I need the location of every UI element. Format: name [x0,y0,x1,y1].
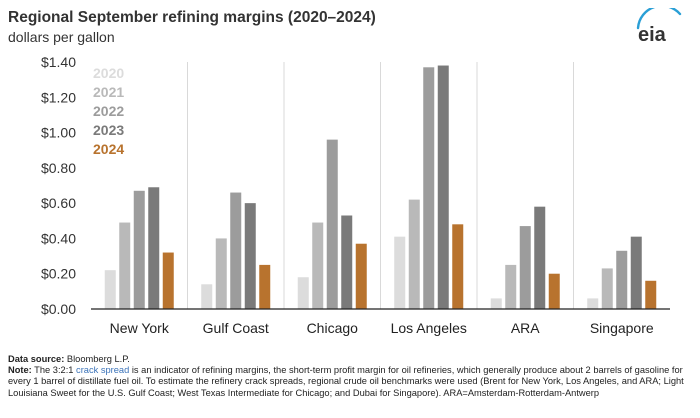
bar-2022-new-york [133,190,145,309]
bar-2023-new-york [148,187,160,309]
bar-2022-singapore [616,250,628,309]
crack-spread-link[interactable]: crack spread [76,365,130,376]
bar-2020-chicago [297,277,309,309]
bar-2022-chicago [326,139,338,309]
y-tick-label: $0.60 [41,195,76,211]
y-tick-label: $0.80 [41,160,76,176]
chart-title: Regional September refining margins (202… [8,9,376,26]
chart-subtitle: dollars per gallon [8,29,115,45]
bar-2024-chicago [355,243,367,309]
y-tick-label: $0.40 [41,230,76,246]
source-line: Data source: Bloomberg L.P. [8,354,694,365]
x-category-label: ARA [511,320,540,336]
bar-2020-gulf-coast [201,284,213,309]
y-tick-label: $0.20 [41,266,76,282]
note-line: Note: The 3:2:1 crack spread is an indic… [8,365,694,399]
bar-2022-los-angeles [423,67,435,310]
bar-2021-gulf-coast [215,238,227,309]
bar-2021-new-york [119,222,131,309]
bar-2020-singapore [587,298,599,309]
bar-2020-new-york [104,270,116,309]
bar-2020-ara [490,298,502,309]
bar-2024-singapore [645,280,657,309]
note-label: Note: [8,365,32,376]
x-category-label: New York [110,320,170,336]
y-tick-label: $1.20 [41,89,76,105]
bar-2023-singapore [630,236,642,309]
bar-2024-ara [548,273,560,309]
bar-2020-los-angeles [394,236,406,309]
bar-2023-gulf-coast [244,203,256,309]
bar-2021-los-angeles [408,199,420,309]
y-tick-label: $1.00 [41,125,76,141]
legend-item-2021: 2021 [93,84,124,100]
bar-2021-chicago [312,222,324,309]
y-tick-label: $1.40 [41,54,76,70]
note-pre: The 3:2:1 [31,365,77,376]
legend-item-2020: 2020 [93,65,124,81]
x-category-label: Chicago [307,320,359,336]
bar-2021-ara [505,264,517,309]
x-category-label: Gulf Coast [203,320,269,336]
bar-2023-los-angeles [437,65,449,310]
bar-2023-chicago [341,215,353,309]
source-label: Data source: [8,354,65,364]
y-tick-label: $0.00 [41,301,76,317]
bar-2022-gulf-coast [230,192,242,309]
bar-2021-singapore [601,268,613,309]
bar-2023-ara [534,206,546,309]
eia-logo: eia [636,8,682,44]
bar-2024-los-angeles [452,224,464,309]
bar-2024-new-york [162,252,174,309]
bar-chart: $0.00 $0.20 $0.40 $0.60 $0.80 $1.00 $1.20 $1.40… [41,54,670,336]
note-post: is an indicator of refining margins, the… [8,365,684,398]
legend-item-2023: 2023 [93,122,124,138]
logo-text: eia [638,24,667,44]
footnote: Data source: Bloomberg L.P. Note: The 3:… [8,354,694,399]
source-text: Bloomberg L.P. [64,354,130,364]
x-category-label: Singapore [590,320,654,336]
legend-item-2024: 2024 [93,141,124,157]
bar-2022-ara [519,226,531,309]
bar-2024-gulf-coast [259,264,271,309]
x-category-label: Los Angeles [391,320,467,336]
legend-item-2022: 2022 [93,103,124,119]
